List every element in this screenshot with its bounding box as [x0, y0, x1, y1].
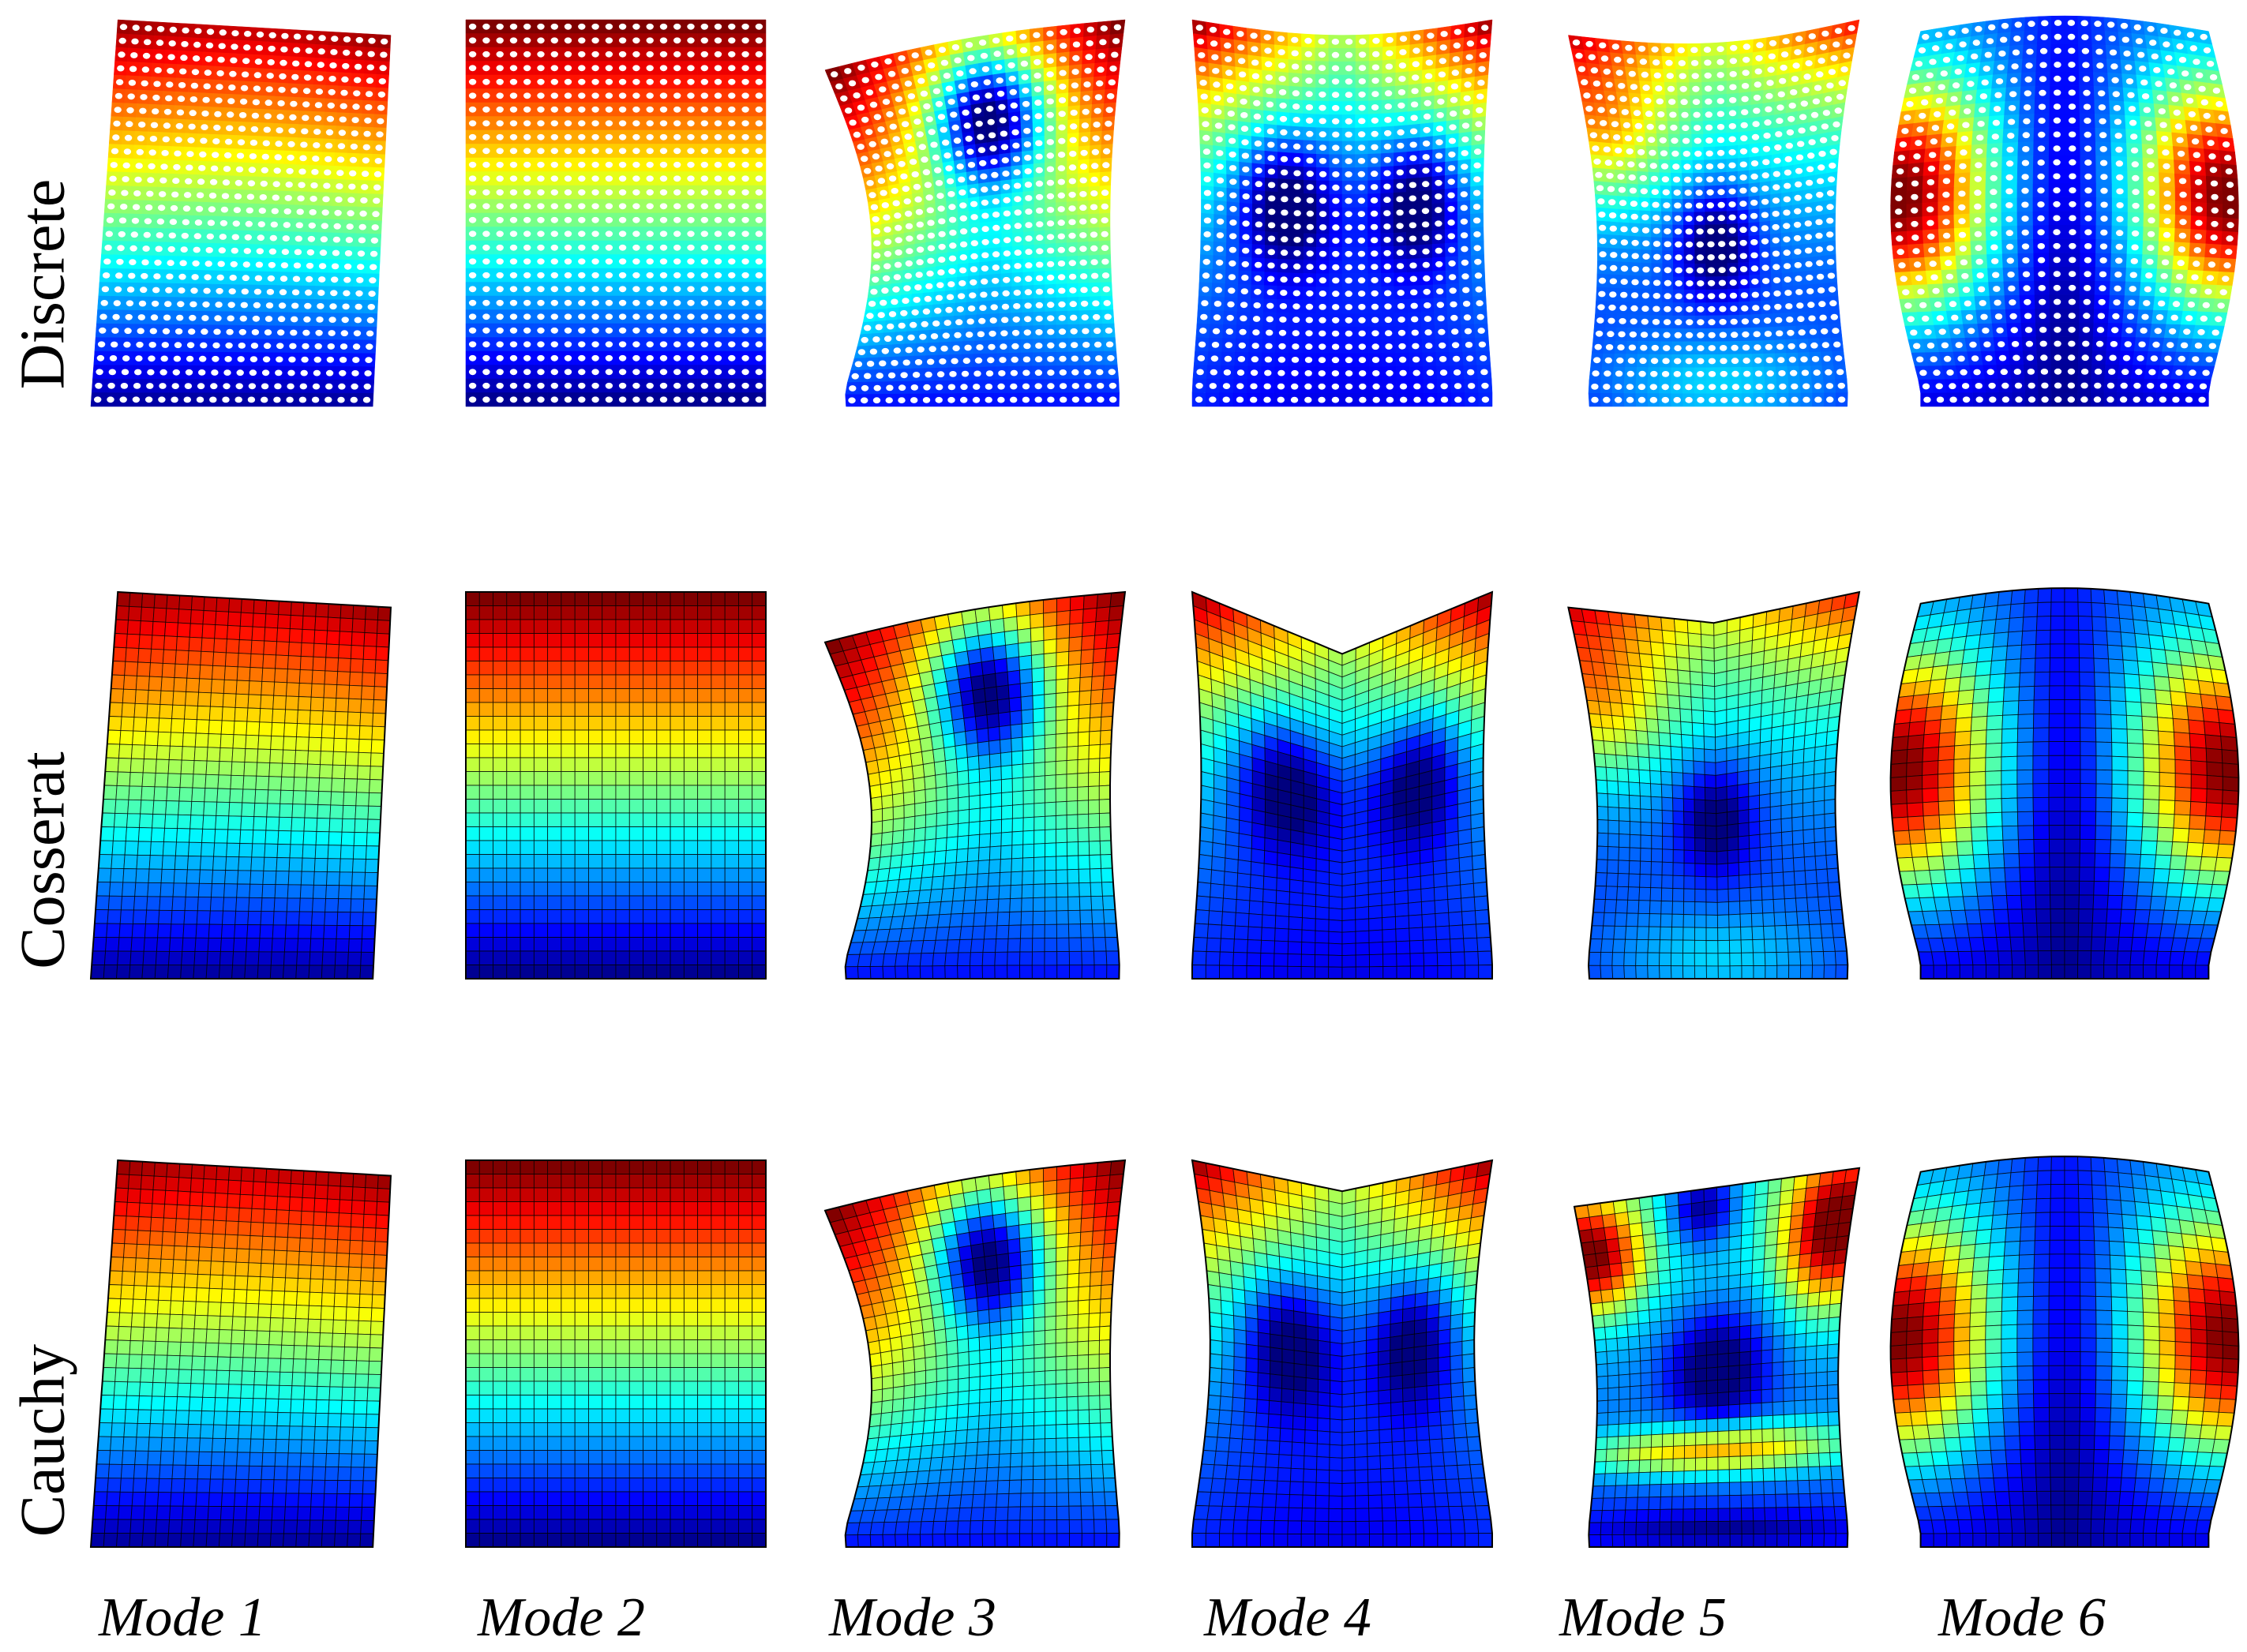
panel-discrete-mode-6 — [1890, 15, 2239, 407]
row-label-cosserat: Cosserat — [8, 751, 78, 969]
panel-cosserat-mode-1 — [89, 590, 392, 980]
panel-cosserat-mode-5 — [1567, 590, 1861, 980]
panel-cosserat-mode-6 — [1889, 587, 2240, 980]
panel-cauchy-mode-6 — [1889, 1156, 2240, 1548]
panel-discrete-mode-4 — [1191, 19, 1493, 407]
mode-label-5: Mode 5 — [1559, 1587, 1727, 1648]
panel-discrete-mode-2 — [465, 19, 767, 407]
panel-discrete-mode-3 — [824, 19, 1126, 407]
mode-label-1: Mode 1 — [99, 1587, 266, 1648]
panel-cauchy-mode-1 — [89, 1159, 392, 1548]
mode-label-3: Mode 3 — [829, 1587, 996, 1648]
mode-label-4: Mode 4 — [1204, 1587, 1371, 1648]
panel-cauchy-mode-4 — [1191, 1159, 1494, 1548]
panel-cosserat-mode-3 — [823, 590, 1127, 980]
row-label-cauchy: Cauchy — [8, 1343, 78, 1538]
panel-cauchy-mode-3 — [823, 1159, 1127, 1548]
panel-cauchy-mode-5 — [1573, 1167, 1861, 1548]
mode-label-6: Mode 6 — [1938, 1587, 2106, 1648]
panel-cosserat-mode-4 — [1191, 590, 1494, 980]
panel-discrete-mode-1 — [90, 19, 392, 407]
row-label-discrete: Discrete — [8, 178, 78, 390]
panel-cauchy-mode-2 — [465, 1159, 767, 1548]
panel-discrete-mode-5 — [1568, 19, 1860, 407]
panel-cosserat-mode-2 — [465, 591, 767, 980]
mode-label-2: Mode 2 — [478, 1587, 645, 1648]
